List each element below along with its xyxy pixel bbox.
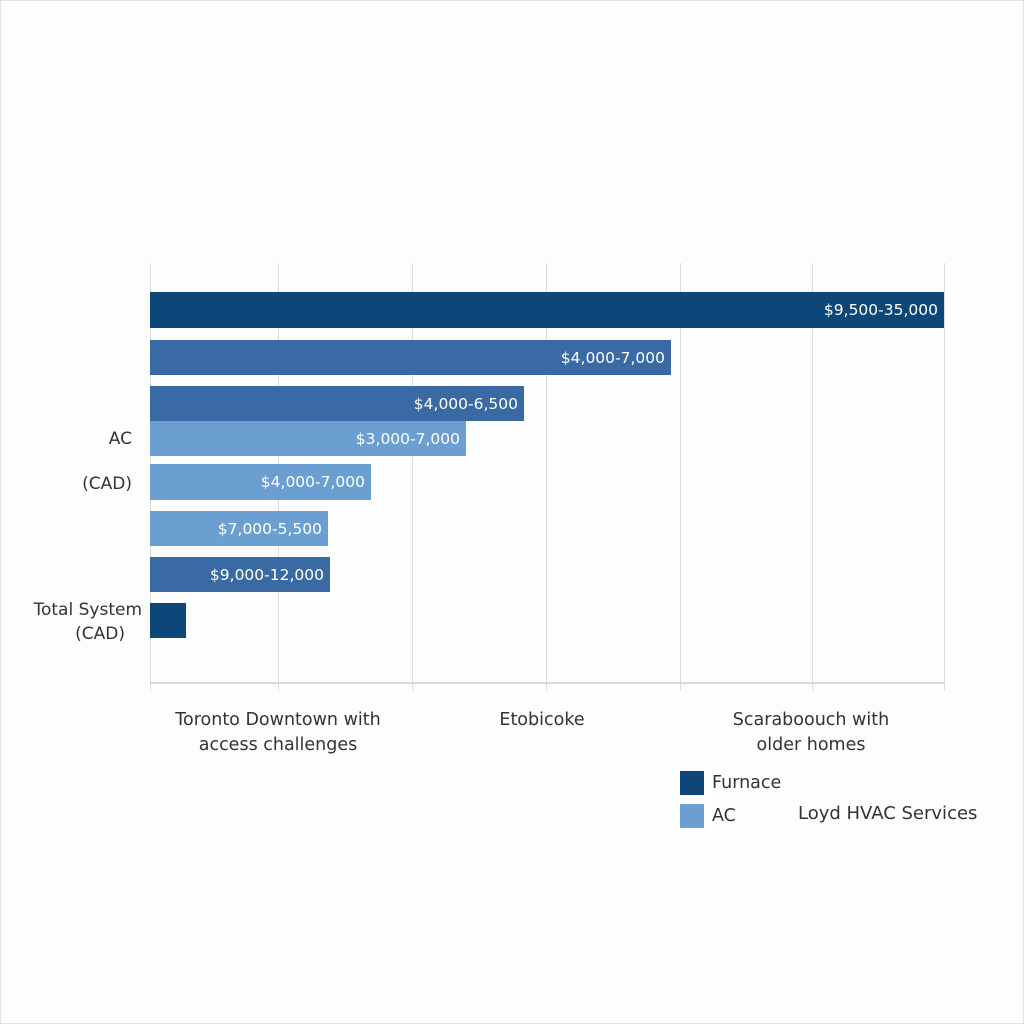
gridline [812, 263, 813, 691]
bar [150, 603, 186, 638]
bar-label: $4,000-7,000 [560, 348, 665, 367]
bar-label: $9,000-12,000 [209, 565, 324, 584]
x-category-toronto-downtown: Toronto Downtown with access challenges [148, 708, 408, 758]
x-category-scarborough: Scaraboouch with older homes [681, 708, 941, 758]
y-label-total-system: Total System [33, 600, 143, 620]
bar: $3,000-7,000 [150, 421, 466, 456]
gridline [412, 263, 413, 691]
x-axis-line [150, 682, 944, 684]
bar-label: $3,000-7,000 [355, 429, 460, 448]
x-category-line: older homes [756, 735, 866, 755]
x-category-line: Etobicoke [499, 710, 585, 730]
gridline [944, 263, 945, 691]
gridline [680, 263, 681, 691]
bar-label: $4,000-7,000 [260, 473, 365, 491]
gridline [546, 263, 547, 691]
legend-label-furnace: Furnace [712, 773, 782, 793]
plot-area: $9,500-35,000 $4,000-7,000 $4,000-6,500 … [150, 263, 945, 691]
legend-label-ac: AC [712, 806, 736, 826]
legend-swatch-furnace [680, 771, 704, 795]
bar-label: $4,000-6,500 [413, 394, 518, 413]
bar: $4,000-7,000 [150, 464, 371, 500]
legend-item-ac: AC [680, 804, 736, 828]
brand-name: Loyd HVAC Services [798, 803, 978, 824]
y-label-ac-unit: (CAD) [82, 474, 132, 494]
bar: $4,000-7,000 [150, 340, 671, 375]
x-category-line: Toronto Downtown with [175, 710, 381, 730]
bar: $9,000-12,000 [150, 557, 330, 592]
x-category-line: Scaraboouch with [732, 710, 890, 730]
bar: $4,000-6,500 [150, 386, 524, 421]
bar-label: $9,500-35,000 [823, 301, 938, 319]
y-label-ac: AC [108, 429, 132, 449]
x-category-line: access challenges [198, 735, 358, 755]
bar-label: $7,000-5,500 [217, 519, 322, 538]
x-category-etobicoke: Etobicoke [412, 708, 672, 733]
legend-item-furnace: Furnace [680, 771, 781, 795]
bar: $7,000-5,500 [150, 511, 328, 546]
y-label-total-unit: (CAD) [75, 624, 125, 644]
legend-swatch-ac [680, 804, 704, 828]
bar: $9,500-35,000 [150, 292, 944, 328]
